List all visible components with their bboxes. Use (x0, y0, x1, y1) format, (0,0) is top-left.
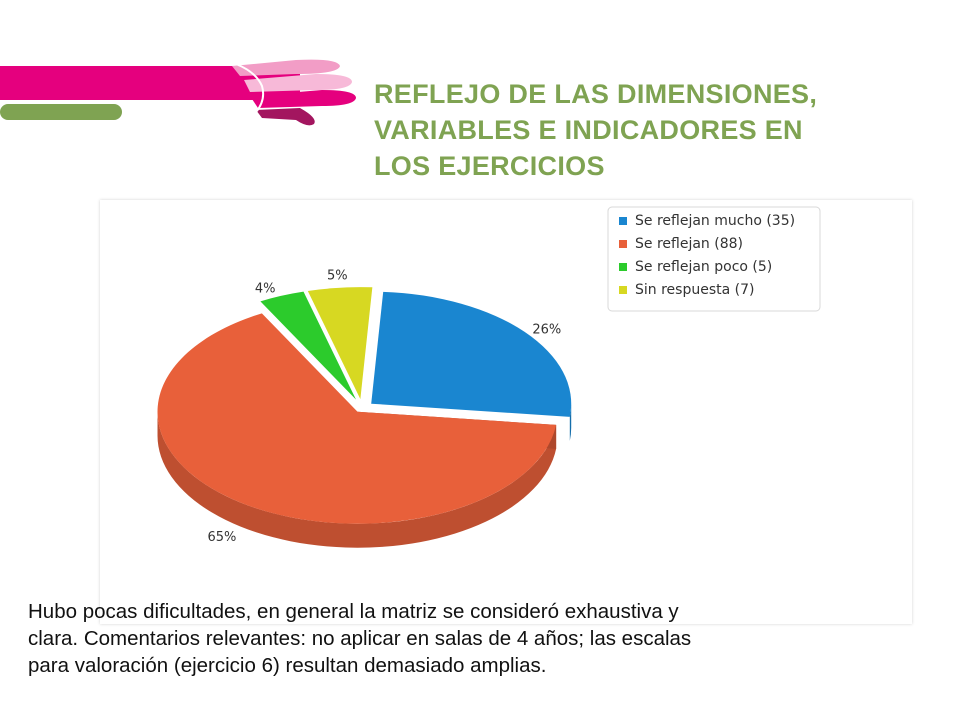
pie-percent-label: 65% (207, 530, 236, 545)
title-line: LOS EJERCICIOS (374, 151, 605, 181)
legend-entry: Se reflejan mucho (35) (635, 213, 795, 229)
hand-finger-3 (250, 90, 356, 108)
caption: Hubo pocas dificultades, en general la m… (28, 598, 928, 679)
caption-line: para valoración (ejercicio 6) resultan d… (28, 654, 547, 677)
chart-legend: Se reflejan mucho (35) Se reflejan (88) Se… (607, 206, 821, 312)
caption-line: clara. Comentarios relevantes: no aplica… (28, 627, 692, 650)
legend-swatch (619, 286, 627, 294)
hand-finger-2 (244, 74, 352, 92)
pie-percent-label: 26% (532, 322, 561, 337)
legend-swatch (619, 263, 627, 271)
pie-percent-label: 5% (327, 268, 348, 283)
brand-hands-logo (0, 59, 356, 126)
legend-entry: Se reflejan poco (5) (635, 259, 772, 275)
pie-slice (307, 287, 373, 400)
chart-panel: 26% 65% 4% 5% Se reflejan mucho (35) Se refle… (100, 200, 912, 624)
pie-percent-label: 4% (255, 281, 276, 296)
pie-slice (260, 291, 357, 400)
pie-slice (371, 291, 572, 417)
legend-entry: Sin respuesta (7) (635, 282, 754, 298)
legend-swatch (619, 240, 627, 248)
pie-slice-side (569, 403, 572, 441)
hand-finger-4 (256, 108, 315, 126)
title-line: VARIABLES E INDICADORES EN (374, 115, 803, 145)
legend-swatch (619, 217, 627, 225)
green-band (0, 104, 122, 120)
pie-slice (157, 313, 557, 524)
legend-entry: Se reflejan (88) (635, 236, 743, 252)
pie-slice-side (157, 411, 557, 548)
pie-chart: 26%65%4%5%Se reflejan mucho (35)Se refle… (157, 206, 821, 548)
slide-title: REFLEJO DE LAS DIMENSIONES, VARIABLES E … (374, 76, 934, 184)
hand-outline (235, 63, 265, 113)
title-line: REFLEJO DE LAS DIMENSIONES, (374, 79, 818, 109)
hand-finger-1 (232, 59, 340, 76)
legend-box (607, 206, 821, 312)
caption-line: Hubo pocas dificultades, en general la m… (28, 600, 679, 623)
